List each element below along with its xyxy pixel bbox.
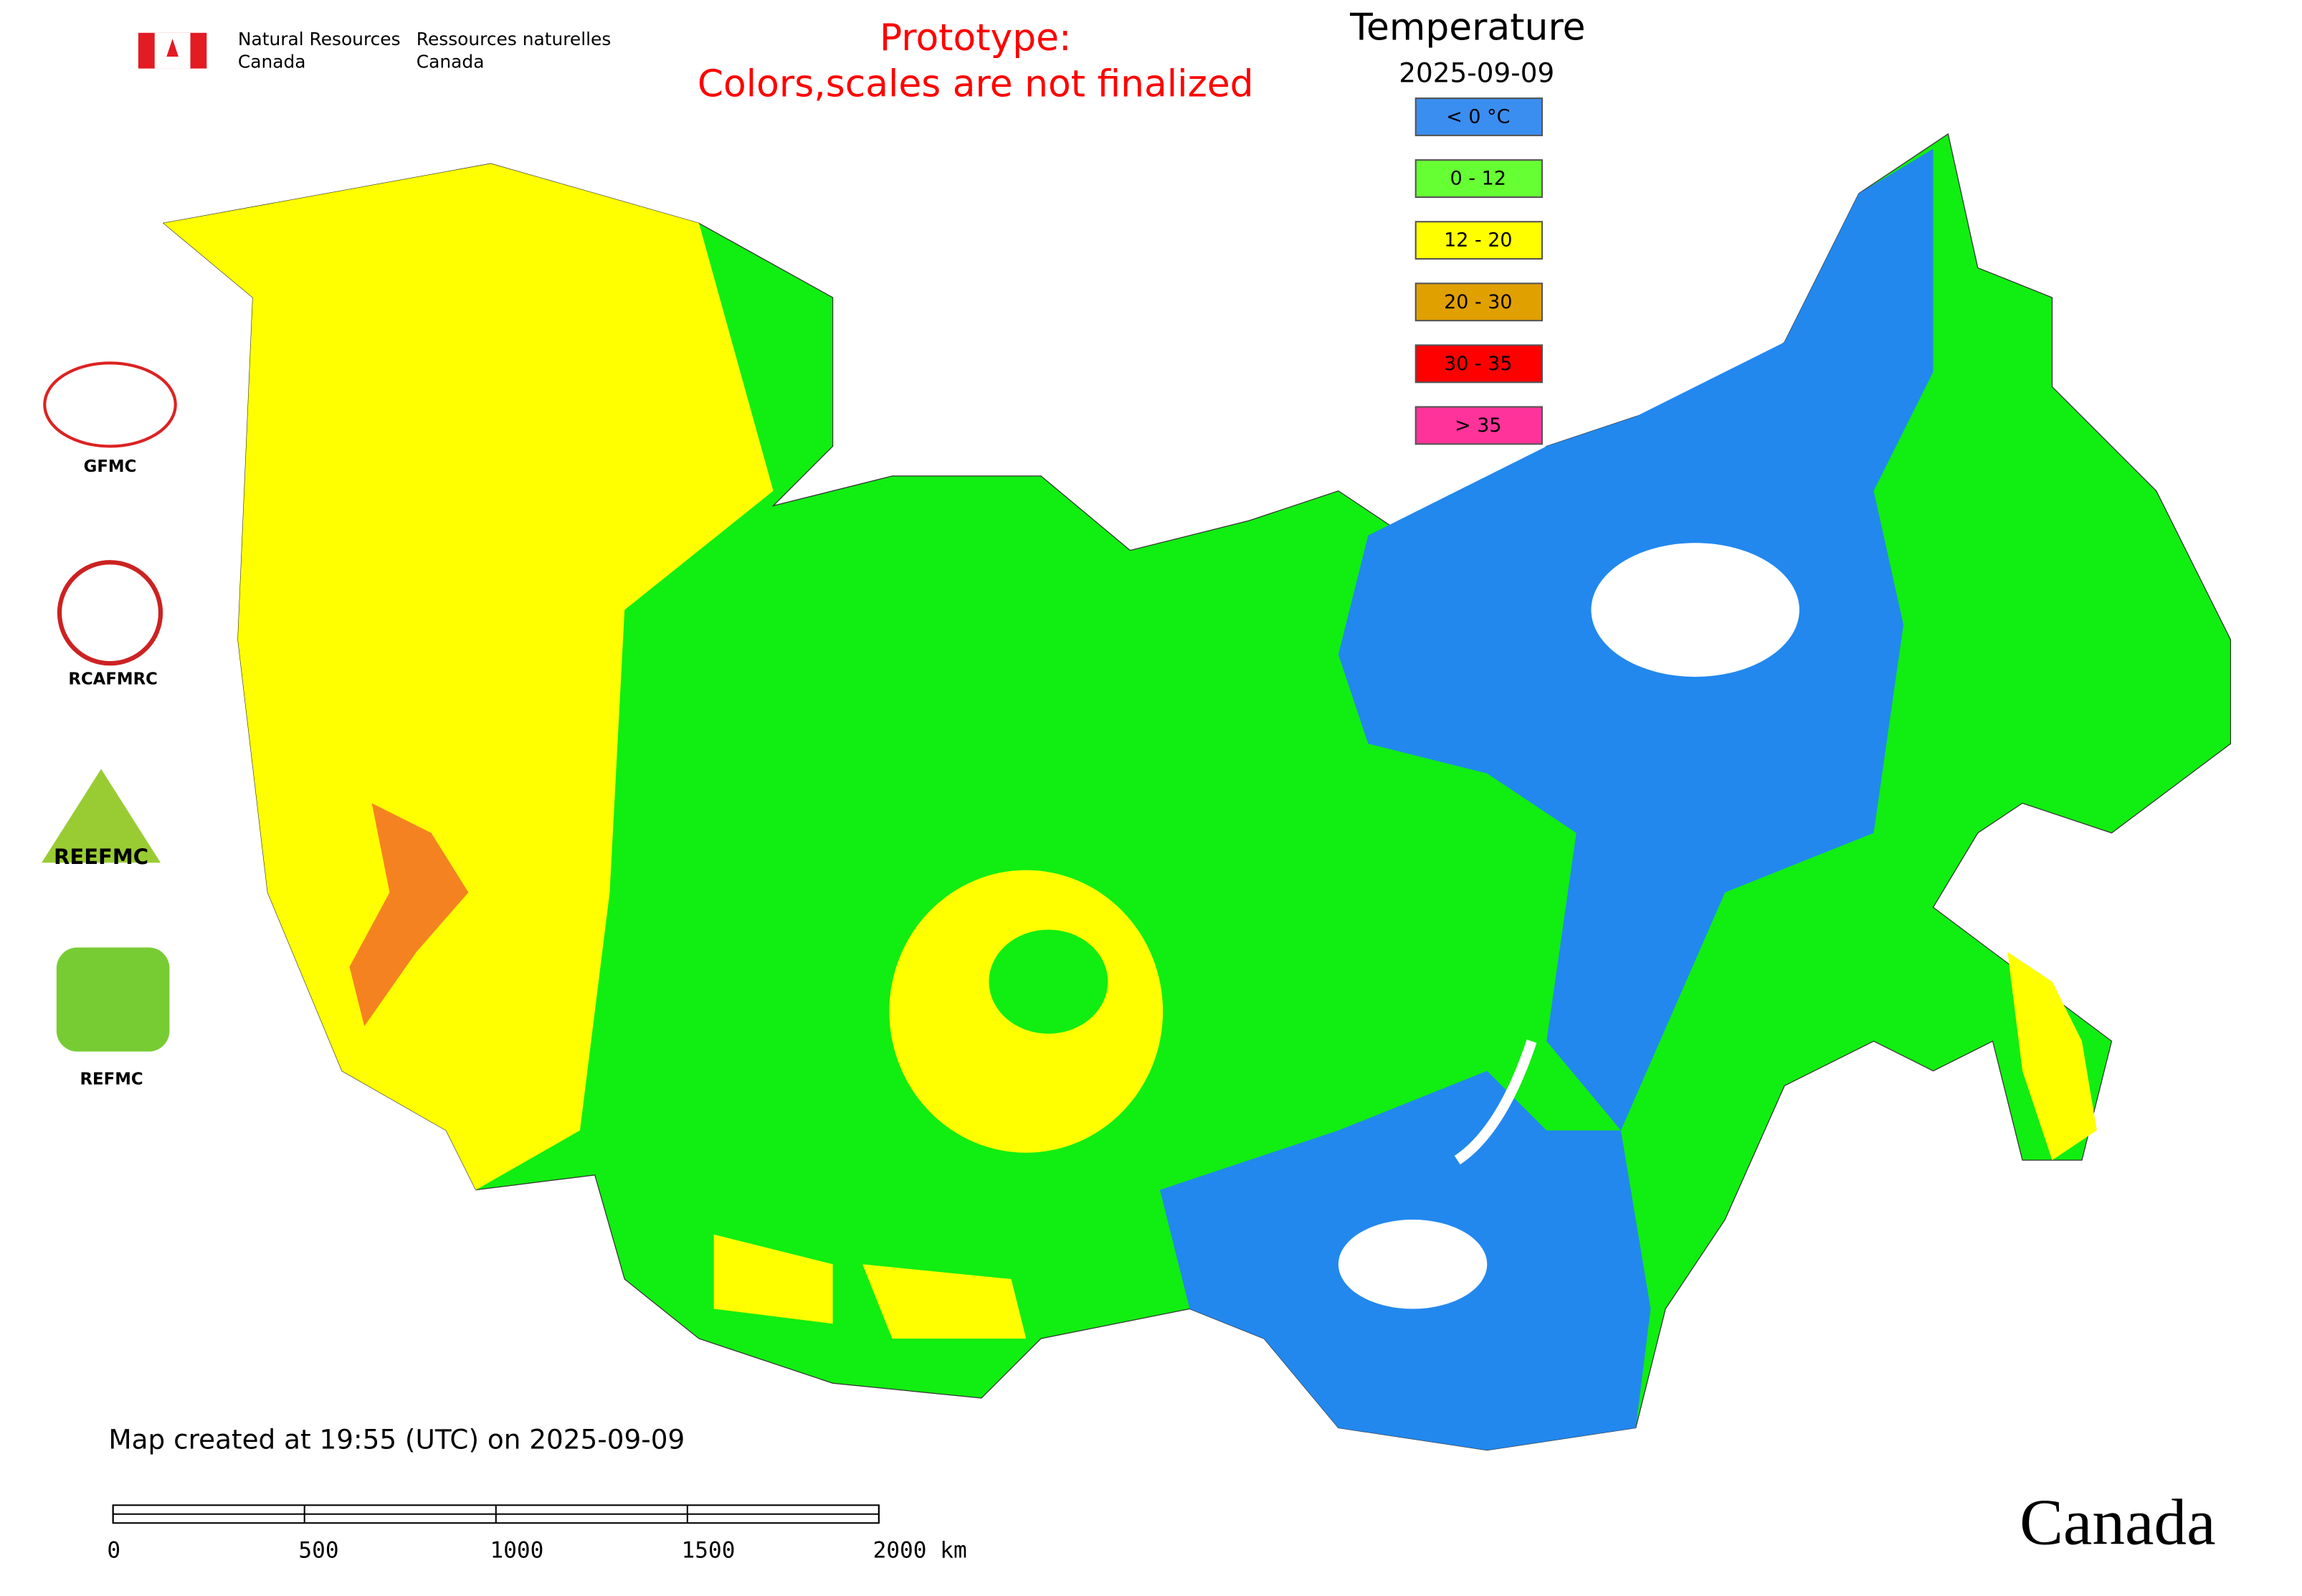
logo-icon xyxy=(43,361,177,448)
legend-swatch xyxy=(1414,98,1544,136)
snow-area xyxy=(1591,543,1799,677)
logo-icon xyxy=(57,560,163,666)
legend-label: 12 - 20 xyxy=(1444,229,1512,252)
notice: Colors,scales are not finalized xyxy=(698,62,1254,105)
dept-fr: Ressources naturelles xyxy=(417,29,612,49)
created-note: Map created at 19:55 (UTC) on 2025-09-09 xyxy=(108,1424,685,1455)
scale-label: 500 xyxy=(298,1538,338,1564)
legend-label: < 0 °C xyxy=(1446,106,1510,128)
legend-label: > 35 xyxy=(1455,414,1501,437)
legend-swatch xyxy=(1414,406,1544,445)
canada-wordmark: Canada xyxy=(2020,1486,2216,1558)
legend-label: 0 - 12 xyxy=(1450,168,1506,190)
logo-icon xyxy=(42,769,161,863)
legend: Temperature 2025-09-09 < 0 °C 0 - 12 12 - … xyxy=(1349,6,1586,445)
land-yellow-sakhalin xyxy=(2007,951,2097,1161)
legend-swatch xyxy=(1414,344,1544,384)
scale-label: 1000 xyxy=(490,1538,543,1564)
legend-label: 30 - 35 xyxy=(1444,353,1512,375)
scale-label: 0 xyxy=(107,1538,120,1564)
snow-area xyxy=(1338,1220,1488,1309)
legend-swatch xyxy=(1414,159,1544,199)
flag xyxy=(166,39,179,57)
dept-fr: Canada xyxy=(417,51,485,72)
legend-title: Temperature xyxy=(1349,6,1585,49)
scale-label: 1500 xyxy=(682,1538,736,1564)
logo-caption: RCAFMRC xyxy=(68,670,157,689)
land-yellow-south2 xyxy=(862,1264,1027,1339)
map xyxy=(162,133,2232,1451)
land-orange xyxy=(349,803,469,1027)
legend-swatch xyxy=(1414,282,1544,322)
logo-caption: GFMC xyxy=(84,457,137,476)
notice: Prototype: xyxy=(880,16,1072,60)
logo-caption: REEFMC xyxy=(54,845,148,869)
legend-swatch xyxy=(1414,221,1544,260)
logos: GFMC RCAFMRC REEFMC REFMC xyxy=(42,361,177,1089)
lake-baikal xyxy=(1454,1039,1537,1165)
header: Natural Resources Canada Ressources natu… xyxy=(138,16,1254,105)
land-yellow-west xyxy=(163,163,774,1190)
logo-caption: REFMC xyxy=(80,1070,143,1089)
legend-label: 20 - 30 xyxy=(1444,291,1512,313)
land-green-inner xyxy=(989,929,1108,1034)
footer: Map created at 19:55 (UTC) on 2025-09-09… xyxy=(107,1424,2215,1564)
dept-en: Canada xyxy=(238,51,306,72)
land-yellow-south xyxy=(713,1234,833,1324)
legend-date: 2025-09-09 xyxy=(1399,57,1554,88)
logo-icon xyxy=(56,947,170,1052)
scale-label: 2000 km xyxy=(873,1538,967,1564)
dept-en: Natural Resources xyxy=(238,29,401,49)
